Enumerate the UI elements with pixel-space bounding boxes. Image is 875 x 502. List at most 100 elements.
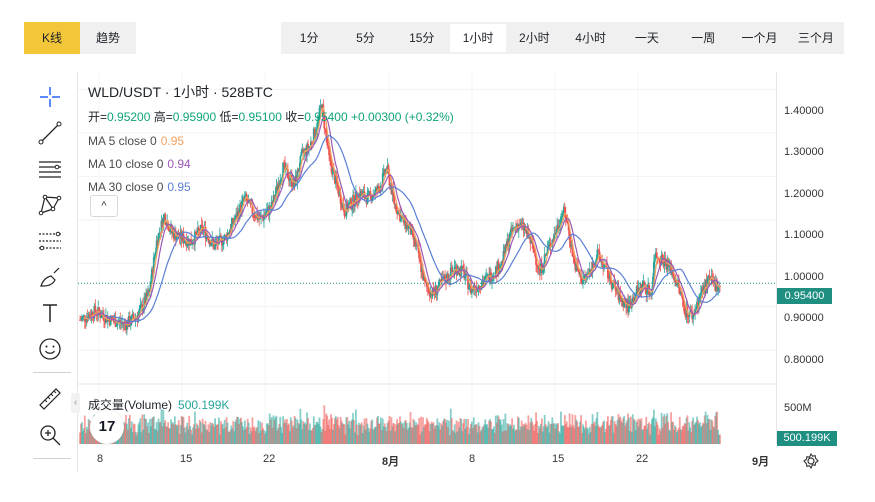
price-chart[interactable]	[78, 72, 778, 444]
candle-body	[85, 317, 88, 322]
volume-bar	[266, 423, 269, 444]
settings-icon[interactable]	[802, 452, 820, 470]
volume-bar	[352, 413, 354, 444]
volume-bar	[393, 423, 396, 444]
volume-bar	[486, 424, 489, 444]
candle-body	[467, 274, 469, 289]
volume-bar	[310, 430, 313, 444]
volume-bar	[86, 429, 89, 444]
tab-kline[interactable]: K线	[24, 22, 80, 54]
interval-1d[interactable]: 一天	[634, 31, 659, 45]
interval-1mo[interactable]: 一个月	[741, 31, 778, 45]
candle-body	[400, 216, 402, 222]
ruler-tool[interactable]	[32, 384, 68, 414]
candle-body	[360, 191, 363, 195]
candle-body	[346, 202, 349, 212]
interval-1m[interactable]: 1分	[299, 31, 319, 45]
volume-bar	[633, 420, 636, 444]
volume-bar	[338, 427, 341, 444]
candle-body	[570, 244, 573, 248]
volume-bar	[376, 417, 378, 444]
interval-1w[interactable]: 一周	[691, 31, 716, 45]
candle-body	[355, 191, 358, 202]
interval-4h[interactable]: 4小时	[575, 31, 606, 45]
candle-body	[575, 263, 578, 271]
candle-body	[385, 169, 388, 171]
volume-bar	[308, 429, 310, 444]
candle-body	[80, 319, 82, 321]
candle-body	[276, 185, 279, 191]
trend-line-tool[interactable]	[32, 118, 68, 148]
candle-body	[209, 240, 212, 246]
collapse-toolbar-button[interactable]: ‹	[71, 393, 80, 413]
candle-body	[382, 169, 385, 174]
candle-body	[134, 317, 137, 320]
volume-bar	[334, 416, 337, 444]
candle-body	[561, 216, 563, 217]
horizontal-lines-tool[interactable]	[32, 154, 68, 184]
candle-body	[157, 233, 160, 245]
candle-body	[461, 265, 464, 267]
volume-bar	[361, 432, 364, 444]
candle-body	[288, 179, 291, 181]
volume-bar	[216, 424, 218, 444]
tab-trend[interactable]: 趋势	[95, 31, 120, 45]
volume-bar	[656, 424, 659, 444]
volume-bar	[346, 417, 349, 444]
time-axis-label: 8月	[382, 456, 400, 468]
candle-body	[698, 299, 700, 309]
candle-body	[429, 291, 432, 297]
volume-bar	[149, 419, 151, 444]
candle-body	[88, 314, 91, 317]
candle-body	[488, 274, 491, 282]
brush-tool[interactable]	[32, 262, 68, 292]
fib-retracement-tool[interactable]	[32, 226, 68, 256]
volume-bar	[499, 419, 502, 444]
candle-body	[284, 162, 286, 171]
candle-body	[434, 285, 437, 294]
emoji-tool[interactable]	[32, 334, 68, 364]
candle-body	[713, 280, 716, 283]
candle-body	[269, 205, 272, 209]
volume-bar	[608, 425, 611, 444]
volume-bar	[148, 432, 150, 444]
volume-bar	[243, 420, 246, 444]
candle-body	[152, 257, 155, 274]
legend-collapse-button[interactable]: ^	[90, 195, 118, 217]
volume-bar	[369, 428, 372, 444]
candle-body	[381, 173, 384, 186]
crosshair-tool[interactable]	[32, 82, 68, 112]
candle-body	[509, 232, 512, 239]
volume-bar	[686, 415, 689, 444]
volume-bar	[268, 413, 271, 444]
view-tabs: K线 趋势	[24, 22, 136, 54]
text-tool[interactable]	[32, 298, 68, 328]
volume-bar	[311, 428, 314, 444]
interval-5m[interactable]: 5分	[356, 31, 375, 45]
volume-bar	[298, 424, 301, 444]
volume-bar	[530, 417, 533, 444]
volume-bar	[642, 429, 645, 444]
candle-body	[645, 287, 648, 295]
volume-bar	[702, 423, 705, 444]
volume-bar	[564, 424, 567, 444]
interval-15m[interactable]: 15分	[409, 31, 435, 45]
interval-1h[interactable]: 1小时	[449, 24, 507, 52]
volume-bar	[320, 432, 323, 444]
interval-3mo[interactable]: 三个月	[797, 31, 834, 45]
pattern-tool[interactable]	[32, 190, 68, 220]
candle-body	[244, 194, 247, 196]
volume-bar	[680, 430, 683, 444]
price-axis-label: 1.10000	[784, 229, 824, 241]
volume-bar	[202, 423, 205, 444]
interval-2h[interactable]: 2小时	[518, 31, 550, 45]
volume-bar	[544, 424, 547, 444]
candle-body	[235, 213, 238, 219]
high-label: 高=	[153, 110, 173, 124]
volume-bar	[256, 427, 259, 444]
zoom-in-tool[interactable]	[32, 420, 68, 450]
volume-bar	[315, 421, 318, 444]
candle-body	[184, 240, 187, 242]
candle-body	[354, 204, 356, 207]
candle-body	[564, 214, 567, 221]
